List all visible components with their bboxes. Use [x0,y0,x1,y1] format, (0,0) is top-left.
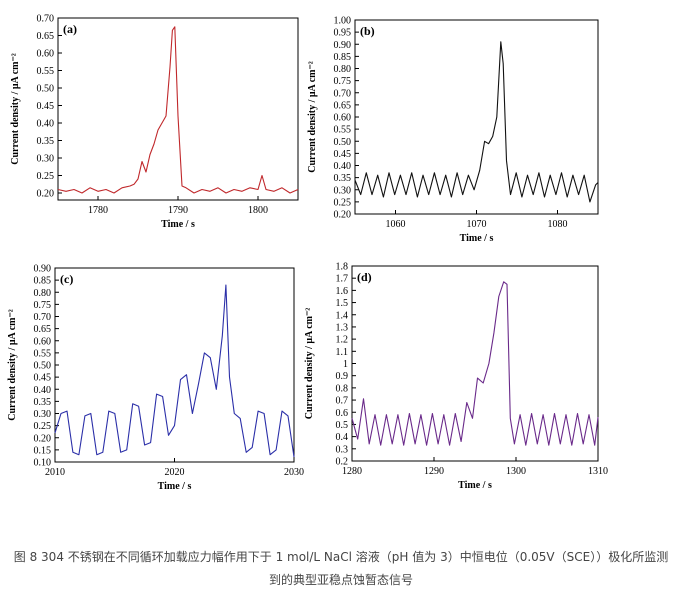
panel-a-ytick-label: 0.35 [37,136,55,147]
panel-b-xtick-label: 1080 [548,219,568,230]
panel-d-ytick-label: 0.5 [336,420,349,431]
panel-b-frame [354,19,599,215]
panel-b-ytick-label: 0.55 [334,125,352,136]
panel-c-ytick-label: 0.75 [34,300,52,311]
panel-a-label: (a) [63,22,77,36]
panel-b-ytick-label: 0.75 [334,76,352,87]
panel-d-ytick-label: 1.7 [336,274,349,285]
panel-d-ytick-label: 0.7 [336,396,349,407]
panel-a-series-line [57,26,299,194]
panel-c-label: (c) [60,272,73,286]
panel-c-ytick-label: 0.15 [34,445,52,456]
panel-a-xtick-label: 1800 [248,205,268,216]
panel-b-ytick-label: 0.70 [334,88,352,99]
panel-a-ytick-label: 0.25 [37,171,55,182]
panel-c-ytick-label: 0.70 [34,312,52,323]
panel-b-ytick-label: 0.90 [334,40,352,51]
panel-c-xtick-label: 2010 [45,467,65,478]
panel-c-series-line [54,284,295,458]
panel-b-ylabel: Current density / μA cm⁻² [307,61,318,173]
panel-a-xlabel: Time / s [161,219,195,230]
panel-d-ytick-label: 0.8 [336,383,349,394]
panel-b-ytick-label: 0.25 [334,197,352,208]
panel-d-ytick-label: 1.2 [336,335,349,346]
panel-c-ytick-label: 0.50 [34,361,52,372]
panel-a-ytick-label: 0.20 [37,189,55,200]
panel-b-xlabel: Time / s [460,233,494,244]
panel-d-ytick-label: 1.1 [336,347,349,358]
panel-c-ytick-label: 0.30 [34,409,52,420]
panel-b-ytick-label: 0.80 [334,64,352,75]
panel-c-xtick-label: 2030 [284,467,304,478]
panel-d-xtick-label: 1280 [342,466,362,477]
panel-a-xtick-label: 1780 [88,205,108,216]
panel-b-ytick-label: 0.45 [334,149,352,160]
panel-c-ytick-label: 0.10 [34,458,52,469]
panel-d-ytick-label: 0.4 [336,432,349,443]
panel-c-frame [54,267,295,463]
figure-caption: 图 8 304 不锈钢在不同循环加载应力幅作用下于 1 mol/L NaCl 溶… [13,550,669,587]
panel-d-ytick-label: 1.8 [336,262,349,273]
panel-c-ylabel: Current density / μA cm⁻² [7,309,18,421]
panel-d-ytick-label: 1.3 [336,322,349,333]
panel-c-ytick-label: 0.35 [34,397,52,408]
panel-a-ytick-label: 0.60 [37,49,55,60]
panel-b-label: (b) [360,24,375,38]
panel-d-xlabel: Time / s [458,480,492,491]
panel-d-ytick-label: 0.2 [336,457,349,468]
panel-b-ytick-label: 0.35 [334,173,352,184]
panel-c-xtick-label: 2020 [165,467,185,478]
panel-c-ytick-label: 0.85 [34,276,52,287]
panel-d-ytick-label: 1.4 [336,310,349,321]
panel-c-ytick-label: 0.60 [34,336,52,347]
panel-b-ytick-label: 0.30 [334,185,352,196]
panel-b-xtick-label: 1060 [386,219,406,230]
panel-d-ytick-label: 1 [343,359,348,370]
panel-c-ytick-label: 0.90 [34,264,52,275]
panel-a-xtick-label: 1790 [168,205,188,216]
panel-c-ytick-label: 0.25 [34,421,52,432]
panel-d-label: (d) [357,270,372,284]
panel-d-xtick-label: 1310 [588,466,608,477]
panel-b-xtick-label: 1070 [467,219,487,230]
panel-a-ylabel: Current density / μA cm⁻² [10,53,21,165]
panel-a-ytick-label: 0.30 [37,154,55,165]
panel-a-ytick-label: 0.55 [37,66,55,77]
panel-a-ytick-label: 0.65 [37,31,55,42]
panel-a-ytick-label: 0.45 [37,101,55,112]
panel-c-ytick-label: 0.40 [34,385,52,396]
panel-c-ytick-label: 0.20 [34,433,52,444]
panel-d-series-line [351,281,599,446]
panel-b-ytick-label: 0.40 [334,161,352,172]
panel-d-frame [351,265,599,462]
figure-panels: 0.200.250.300.350.400.450.500.550.600.65… [7,14,608,493]
panel-c-ytick-label: 0.55 [34,348,52,359]
panel-b-ytick-label: 0.85 [334,52,352,63]
panel-b-ytick-label: 1.00 [334,16,352,27]
panel-b-ytick-label: 0.20 [334,210,352,221]
panel-d-xtick-label: 1290 [424,466,444,477]
panel-c-ytick-label: 0.80 [34,288,52,299]
panel-b-ytick-label: 0.60 [334,113,352,124]
panel-a-ytick-label: 0.40 [37,119,55,130]
panel-b-series-line [354,41,599,203]
panel-b-ytick-label: 0.50 [334,137,352,148]
panel-d-xtick-label: 1300 [506,466,526,477]
panel-d-ytick-label: 1.6 [336,286,349,297]
panel-a-ytick-label: 0.50 [37,84,55,95]
panel-b-ytick-label: 0.95 [334,28,352,39]
panel-b-ytick-label: 0.65 [334,100,352,111]
panel-d-ytick-label: 0.9 [336,371,349,382]
panel-d-ytick-label: 0.6 [336,408,349,419]
panel-c-ytick-label: 0.65 [34,324,52,335]
panel-a-ytick-label: 0.70 [37,14,55,25]
panel-c-ytick-label: 0.45 [34,373,52,384]
panel-c-xlabel: Time / s [158,481,192,492]
panel-d-ytick-label: 1.5 [336,298,349,309]
panel-d-ylabel: Current density / μA cm⁻² [304,308,315,420]
panel-d-ytick-label: 0.3 [336,444,349,455]
